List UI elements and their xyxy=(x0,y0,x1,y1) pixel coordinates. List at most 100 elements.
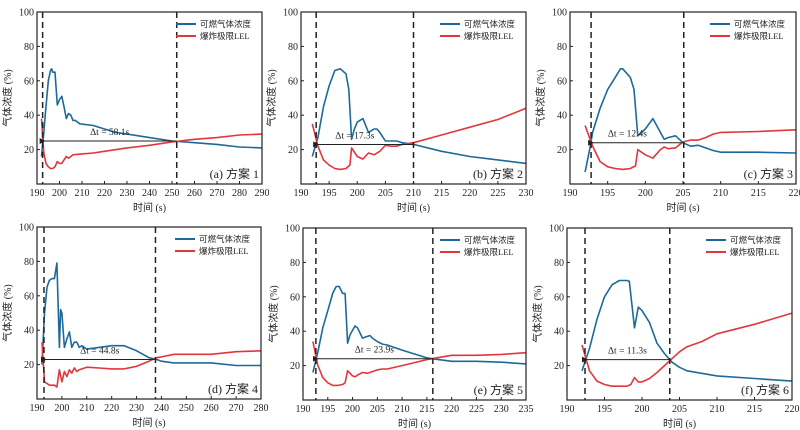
x-tick-label: 270 xyxy=(229,403,244,414)
x-tick-label: 280 xyxy=(232,188,247,199)
y-tick-label: 60 xyxy=(288,76,298,87)
delta-t-label: Δt = 23.9s xyxy=(355,346,394,356)
x-tick-label: 260 xyxy=(187,188,202,199)
x-axis-label: 时间 (s) xyxy=(133,201,166,214)
y-tick-label: 80 xyxy=(290,258,300,269)
y-tick-label: 20 xyxy=(554,361,564,372)
x-axis-label: 时间 (s) xyxy=(398,417,431,430)
y-tick-label: 60 xyxy=(24,76,34,87)
panel-label: (c) 方案 3 xyxy=(744,166,793,181)
x-tick-label: 205 xyxy=(370,404,385,415)
y-tick-label: 40 xyxy=(24,111,34,122)
x-tick-label: 220 xyxy=(444,404,459,415)
chart-panel-2: 190 195 200 205 210 215 220 225 230 20 40 60 80 100 Δt… xyxy=(265,8,534,215)
x-tick-label: 225 xyxy=(490,188,505,199)
x-tick-label: 240 xyxy=(154,403,169,414)
x-tick-label: 190 xyxy=(294,188,309,199)
y-tick-label: 20 xyxy=(24,360,34,371)
y-axis-label: 气体浓度 (%) xyxy=(265,69,278,127)
x-tick-label: 190 xyxy=(30,403,45,414)
x-tick-label: 205 xyxy=(676,188,691,199)
plot-frame xyxy=(36,11,263,185)
x-tick-label: 220 xyxy=(97,188,112,199)
x-tick-label: 215 xyxy=(419,404,434,415)
chart-panel-3: 190 195 200 205 210 215 220 20 40 60 80 100 Δt = 12.… xyxy=(534,8,800,215)
chart-panel-6: 190 195 200 205 210 215 220 20 40 60 80 100 Δt = 11.… xyxy=(531,224,800,430)
plot-frame xyxy=(300,11,527,185)
x-tick-label: 290 xyxy=(255,188,270,199)
lel-line xyxy=(41,342,262,388)
lel-line xyxy=(584,125,797,171)
legend-lel-label: 爆炸极限LEL xyxy=(730,247,780,257)
legend-lel-label: 爆炸极限LEL xyxy=(200,31,250,41)
x-tick-label: 230 xyxy=(519,188,534,199)
legend-lel-label: 爆炸极限LEL xyxy=(464,31,514,41)
x-tick-label: 190 xyxy=(30,188,45,199)
y-tick-label: 80 xyxy=(24,257,34,268)
x-tick-label: 235 xyxy=(519,404,534,415)
delta-t-label: Δt = 11.3s xyxy=(608,347,647,357)
y-tick-label: 80 xyxy=(557,42,567,53)
x-tick-label: 220 xyxy=(104,403,119,414)
legend-lel-label: 爆炸极限LEL xyxy=(464,247,514,257)
y-axis-label: 气体浓度 (%) xyxy=(267,285,280,343)
x-tick-label: 200 xyxy=(52,188,67,199)
x-tick-label: 215 xyxy=(747,404,762,415)
gas-concentration-line xyxy=(40,68,263,157)
panel-label: (a) 方案 1 xyxy=(210,166,259,181)
legend-gas-label: 可燃气体浓度 xyxy=(199,234,251,244)
x-tick-label: 220 xyxy=(785,404,800,415)
x-tick-label: 210 xyxy=(406,188,421,199)
x-tick-label: 240 xyxy=(142,188,157,199)
gas-concentration-line xyxy=(311,68,527,165)
x-tick-label: 200 xyxy=(350,188,365,199)
y-tick-label: 40 xyxy=(557,111,567,122)
x-tick-label: 205 xyxy=(672,404,687,415)
plot-frame xyxy=(36,226,262,400)
legend-gas-label: 可燃气体浓度 xyxy=(464,235,516,245)
y-tick-label: 40 xyxy=(24,326,34,337)
x-tick-label: 200 xyxy=(54,403,69,414)
panel-label: (e) 方案 5 xyxy=(474,382,523,397)
y-tick-label: 80 xyxy=(288,42,298,53)
y-tick-label: 100 xyxy=(283,8,298,19)
x-tick-label: 250 xyxy=(179,403,194,414)
x-tick-label: 260 xyxy=(204,403,219,414)
x-tick-label: 230 xyxy=(129,403,144,414)
x-tick-label: 195 xyxy=(597,404,612,415)
x-tick-label: 220 xyxy=(789,188,800,199)
x-tick-label: 195 xyxy=(320,404,335,415)
y-axis-label: 气体浓度 (%) xyxy=(1,284,14,342)
x-tick-label: 190 xyxy=(560,404,575,415)
chart-panel-1: 190 200 210 220 230 240 250 260 270 280 290 20 40 60 8… xyxy=(1,8,270,215)
plot-frame xyxy=(569,11,797,185)
legend-gas-label: 可燃气体浓度 xyxy=(730,235,782,245)
x-tick-label: 215 xyxy=(434,188,449,199)
x-tick-label: 225 xyxy=(469,404,484,415)
x-tick-label: 210 xyxy=(75,188,90,199)
chart-panel-5: 190 195 200 205 210 215 220 225 230 235 20 40 60 80 10… xyxy=(267,224,534,430)
y-tick-label: 40 xyxy=(554,327,564,338)
x-tick-label: 205 xyxy=(378,188,393,199)
x-tick-label: 230 xyxy=(120,188,135,199)
lel-line xyxy=(311,107,527,171)
gas-concentration-line xyxy=(584,68,797,173)
chart-panel-4: 190 200 210 220 230 240 250 260 270 280 20 40 60 80 10… xyxy=(1,223,269,430)
y-tick-label: 60 xyxy=(290,292,300,303)
plot-frame xyxy=(566,227,793,401)
y-tick-label: 80 xyxy=(24,42,34,53)
y-tick-label: 100 xyxy=(19,223,34,234)
y-tick-label: 20 xyxy=(290,361,300,372)
y-axis-label: 气体浓度 (%) xyxy=(531,285,544,343)
y-axis-label: 气体浓度 (%) xyxy=(534,69,547,127)
gas-concentration-line xyxy=(581,279,793,382)
legend-gas-label: 可燃气体浓度 xyxy=(200,19,252,29)
x-tick-label: 250 xyxy=(165,188,180,199)
lel-line xyxy=(581,312,793,387)
y-tick-label: 80 xyxy=(554,258,564,269)
y-tick-label: 60 xyxy=(557,76,567,87)
legend-lel-label: 爆炸极限LEL xyxy=(199,246,249,256)
lel-line xyxy=(40,118,263,170)
x-tick-label: 200 xyxy=(638,188,653,199)
legend-lel-label: 爆炸极限LEL xyxy=(734,31,784,41)
